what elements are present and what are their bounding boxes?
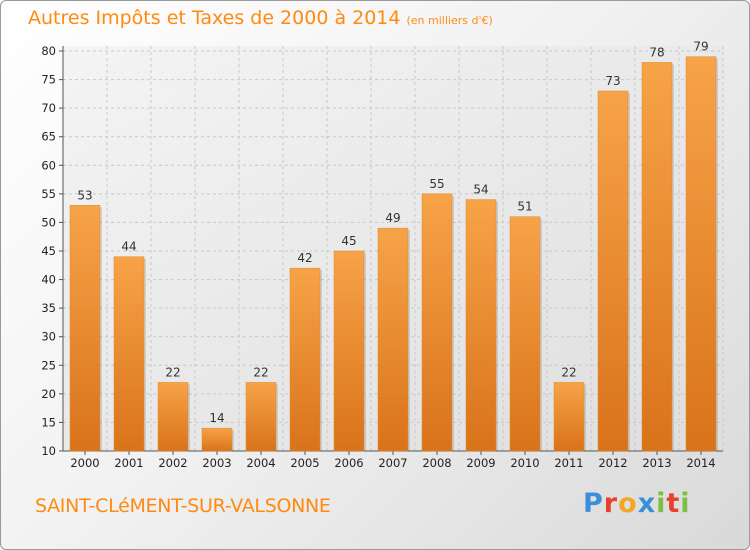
x-tick-label-2001: 2001 [114, 456, 143, 470]
value-label-2002: 22 [165, 365, 180, 379]
bar-2001 [113, 256, 145, 452]
value-label-2013: 78 [649, 45, 664, 59]
value-label-2006: 45 [341, 234, 356, 248]
y-tick-label: 80 [41, 44, 56, 58]
value-label-2012: 73 [605, 74, 620, 88]
x-tick-label-2013: 2013 [642, 456, 671, 470]
x-tick-label-2006: 2006 [334, 456, 363, 470]
chart-title: Autres Impôts et Taxes de 2000 à 2014 [28, 7, 401, 29]
bar-2012 [597, 90, 629, 452]
proxiti-logo: Proxiti [583, 488, 691, 519]
y-tick-label: 20 [41, 387, 56, 401]
bar-2000 [69, 205, 101, 452]
bar-2008 [421, 193, 453, 452]
x-tick-label-2008: 2008 [422, 456, 451, 470]
y-tick-label: 40 [41, 273, 56, 287]
bar-2007 [377, 227, 409, 452]
y-tick-label: 55 [41, 187, 56, 201]
y-tick-label: 25 [41, 358, 56, 372]
value-label-2011: 22 [561, 365, 576, 379]
value-label-2003: 14 [209, 411, 224, 425]
logo-letter: o [618, 488, 638, 519]
bar-2013 [641, 62, 673, 452]
value-label-2000: 53 [77, 188, 92, 202]
bar-2006 [333, 250, 365, 452]
x-tick-label-2003: 2003 [202, 456, 231, 470]
logo-letter: x [637, 488, 657, 519]
y-tick-label: 45 [41, 244, 56, 258]
y-tick-label: 15 [41, 415, 56, 429]
y-tick-label: 30 [41, 330, 56, 344]
x-tick-label-2011: 2011 [554, 456, 583, 470]
x-tick-label-2009: 2009 [466, 456, 495, 470]
logo-letter: i [680, 488, 691, 519]
bar-2011 [553, 382, 585, 452]
logo-letter: i [656, 488, 667, 519]
bar-2010 [509, 216, 541, 452]
y-tick-label: 35 [41, 301, 56, 315]
labels: 10 15 20 25 30 35 40 45 50 55 60 65 70 75 80 53 2000 44 20… [41, 40, 715, 470]
value-label-2004: 22 [253, 365, 268, 379]
logo-letter: t [666, 488, 681, 519]
value-label-2010: 51 [517, 200, 532, 214]
bar-2002 [157, 382, 189, 452]
value-label-2001: 44 [121, 240, 136, 254]
x-tick-label-2004: 2004 [246, 456, 275, 470]
y-tick-label: 70 [41, 101, 56, 115]
value-label-2007: 49 [385, 211, 400, 225]
logo-letter: r [603, 488, 619, 519]
y-tick-label: 60 [41, 158, 56, 172]
commune-name: SAINT-CLéMENT-SUR-VALSONNE [35, 495, 331, 517]
value-label-2008: 55 [429, 177, 444, 191]
bar-2004 [245, 382, 277, 452]
value-label-2009: 54 [473, 183, 488, 197]
x-tick-label-2000: 2000 [70, 456, 99, 470]
x-tick-label-2002: 2002 [158, 456, 187, 470]
bar-2005 [289, 267, 321, 452]
bar-2003 [201, 427, 233, 452]
title-row: Autres Impôts et Taxes de 2000 à 2014 (en… [28, 7, 493, 29]
y-tick-label: 75 [41, 73, 56, 87]
value-label-2014: 79 [693, 40, 708, 54]
x-tick-label-2012: 2012 [598, 456, 627, 470]
bar-2009 [465, 199, 497, 452]
x-tick-label-2014: 2014 [686, 456, 715, 470]
x-tick-label-2010: 2010 [510, 456, 539, 470]
bar-2014 [685, 56, 717, 452]
y-tick-label: 65 [41, 130, 56, 144]
chart-unit: (en milliers d'€) [406, 14, 493, 27]
y-tick-label: 50 [41, 215, 56, 229]
bars [69, 56, 718, 452]
x-tick-label-2005: 2005 [290, 456, 319, 470]
x-tick-label-2007: 2007 [378, 456, 407, 470]
y-tick-label: 10 [41, 444, 56, 458]
value-label-2005: 42 [297, 251, 312, 265]
logo-letter: P [583, 488, 604, 519]
